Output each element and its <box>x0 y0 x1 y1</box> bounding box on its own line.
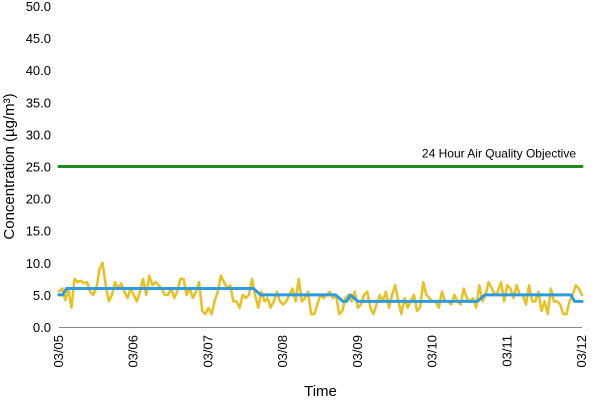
x-tick-labels: 03/05 03/06 03/07 03/08 03/09 03/10 03/11 03/12 <box>51 335 589 368</box>
y-tick-label: 10.0 <box>26 256 51 271</box>
y-tick-label: 0.0 <box>33 320 51 335</box>
x-tick-label: 03/08 <box>275 335 290 368</box>
x-tick-label: 03/07 <box>200 335 215 368</box>
x-tick-label: 03/11 <box>499 335 514 367</box>
y-tick-label: 5.0 <box>33 288 51 303</box>
y-tick-label: 15.0 <box>26 224 51 239</box>
x-tick-label: 03/09 <box>350 335 365 368</box>
y-tick-label: 20.0 <box>26 192 51 207</box>
y-tick-label: 25.0 <box>26 160 51 175</box>
x-tick-label: 03/06 <box>126 335 141 368</box>
series-line-24h-rolling <box>57 286 584 303</box>
y-tick-label: 45.0 <box>26 31 51 46</box>
x-tick-label: 03/12 <box>574 335 589 368</box>
y-tick-label: 30.0 <box>26 127 51 142</box>
y-tick-label: 35.0 <box>26 95 51 110</box>
objective-annotation: 24 Hour Air Quality Objective <box>422 146 576 160</box>
y-tick-label: 40.0 <box>26 63 51 78</box>
x-tick-label: 03/10 <box>425 335 440 368</box>
y-tick-label: 50.0 <box>26 0 51 14</box>
series-layer <box>57 165 584 316</box>
y-axis-title: Concentration (µg/m³) <box>1 93 18 239</box>
x-tick-label: 03/05 <box>51 335 66 368</box>
y-tick-labels: 0.0 5.0 10.0 15.0 20.0 25.0 30.0 35.0 40.0 45.0 50… <box>26 0 51 335</box>
x-axis-title: Time <box>304 383 337 400</box>
